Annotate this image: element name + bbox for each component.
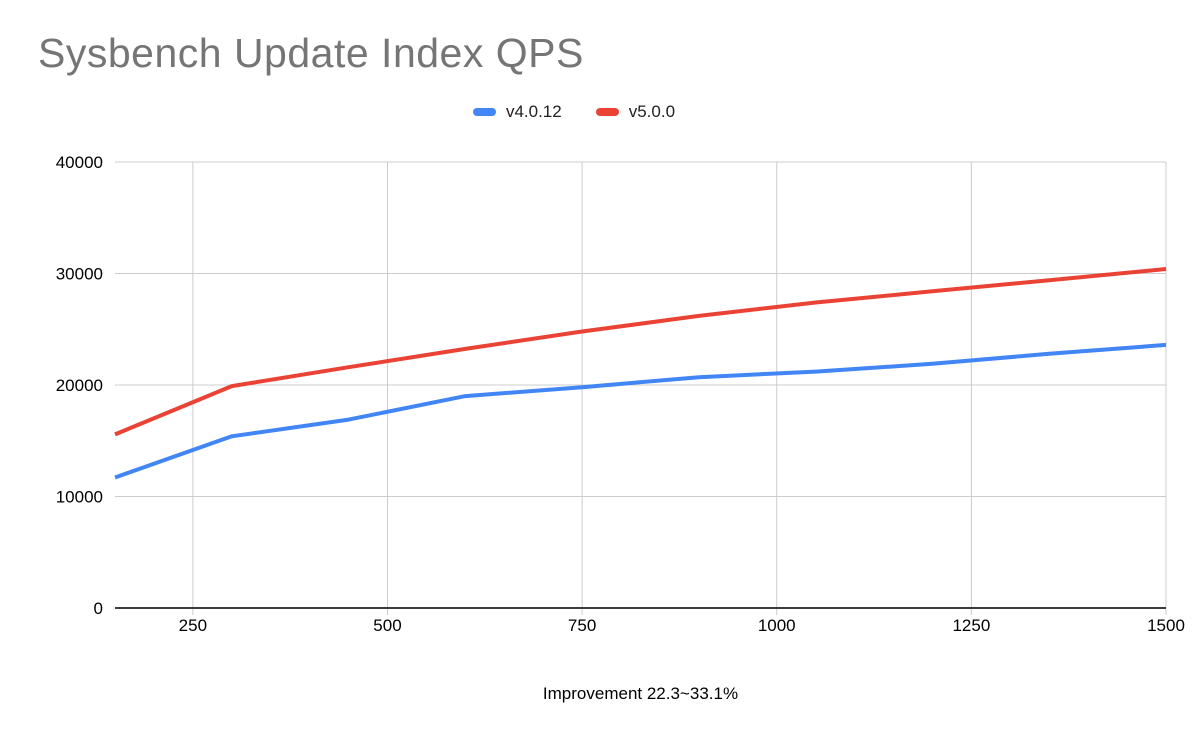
legend-swatch-v4012-icon <box>472 108 496 116</box>
chart-title: Sysbench Update Index QPS <box>38 30 584 76</box>
y-tick-label: 0 <box>94 599 103 618</box>
x-tick-label: 500 <box>373 616 401 635</box>
x-tick-label: 1500 <box>1147 616 1185 635</box>
x-tick-label: 1250 <box>952 616 990 635</box>
y-tick-label: 40000 <box>56 153 103 172</box>
legend-label-v4012: v4.0.12 <box>505 102 562 121</box>
series-line-v4-0-12 <box>114 342 1167 480</box>
legend-item-v500: v5.0.0 <box>595 102 676 122</box>
x-tick-label: 750 <box>568 616 596 635</box>
y-tick-label: 10000 <box>56 488 103 507</box>
legend-label-v500: v5.0.0 <box>628 102 676 121</box>
legend-swatch-v500-icon <box>595 108 619 116</box>
legend: v4.0.12 v5.0.0 <box>0 102 1174 122</box>
y-tick-label: 30000 <box>56 265 103 284</box>
y-tick-label: 20000 <box>56 376 103 395</box>
x-axis-title: Improvement 22.3~33.1% <box>543 684 738 703</box>
x-tick-label: 250 <box>179 616 207 635</box>
legend-item-v4012: v4.0.12 <box>472 102 562 122</box>
series-line-v5-0-0 <box>114 267 1167 437</box>
x-tick-label: 1000 <box>758 616 796 635</box>
